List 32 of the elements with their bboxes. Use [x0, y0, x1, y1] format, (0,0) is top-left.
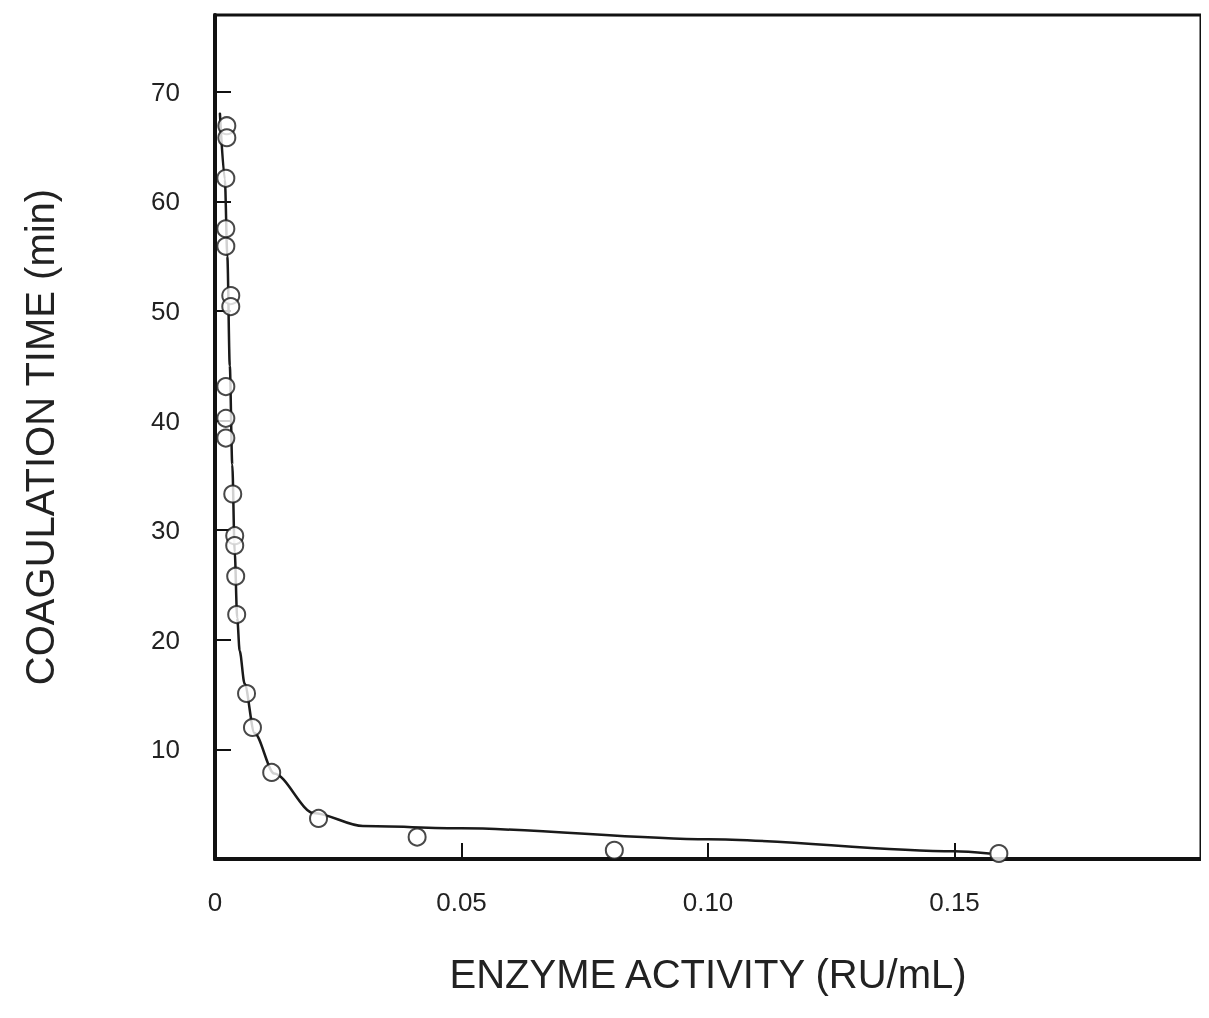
point — [242, 717, 262, 737]
point — [216, 408, 236, 428]
y-tick-label: 10 — [151, 734, 180, 765]
point — [227, 605, 247, 625]
point — [407, 827, 427, 847]
point — [217, 128, 237, 148]
point — [216, 377, 236, 397]
point — [226, 566, 246, 586]
x-tick-label: 0 — [207, 887, 223, 917]
point — [604, 840, 624, 860]
point — [237, 683, 257, 703]
y-tick-label: 50 — [151, 295, 180, 326]
point — [989, 844, 1009, 864]
point — [216, 236, 236, 256]
point — [216, 428, 236, 448]
point — [221, 297, 241, 317]
point — [309, 808, 329, 828]
x-axis-title: ENZYME ACTIVITY (RU/mL) — [449, 952, 967, 996]
x-tick-label: 0.05 — [436, 887, 487, 917]
point — [216, 219, 236, 239]
point — [225, 536, 245, 556]
y-tick-label: 60 — [151, 186, 180, 217]
point — [262, 762, 282, 782]
point — [216, 168, 236, 188]
x-tick-label: 0.10 — [682, 887, 734, 917]
x-tick-label: 0.15 — [929, 887, 980, 917]
y-tick-label: 20 — [151, 624, 180, 655]
y-tick-label: 30 — [151, 515, 180, 546]
y-tick-label: 40 — [151, 405, 180, 436]
point — [223, 484, 243, 504]
y-axis-title: COAGULATION TIME (min) — [18, 188, 62, 686]
y-tick-label: 70 — [151, 76, 180, 107]
